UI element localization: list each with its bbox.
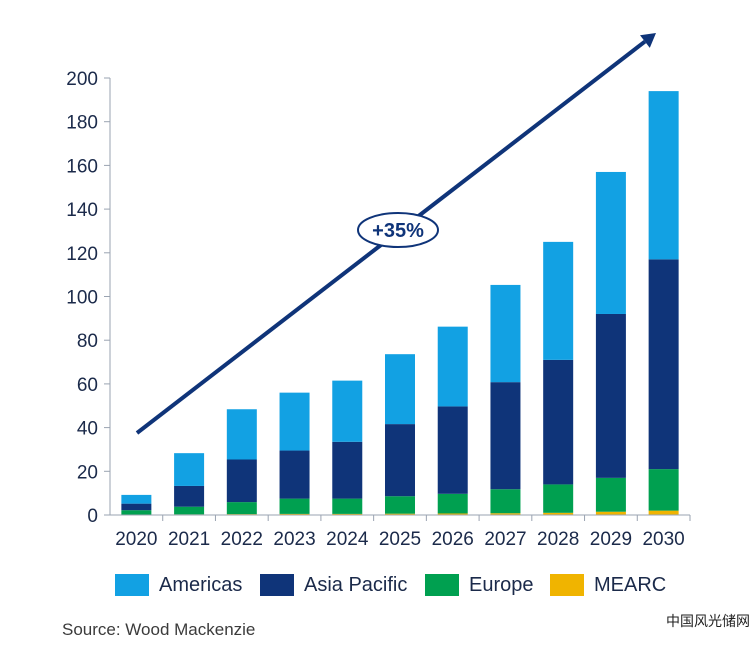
- bar-segment-europe: [174, 506, 205, 515]
- x-tick-label: 2020: [115, 529, 157, 550]
- legend-swatch: [425, 574, 459, 596]
- annotation-label: +35%: [372, 220, 424, 242]
- bar-segment-americas: [226, 409, 257, 460]
- bar-segment-europe: [385, 496, 415, 514]
- bar-segment-mearc: [648, 510, 679, 515]
- watermark: 中国风光储网: [666, 614, 750, 630]
- legend: Americas Asia Pacific Europe MEARC: [115, 570, 675, 600]
- bar-segment-europe: [648, 469, 679, 511]
- bar-segment-asia-pacific: [490, 382, 521, 490]
- bar-segment-mearc: [279, 513, 310, 515]
- bar-segment-asia-pacific: [385, 424, 415, 497]
- y-tick-label: 160: [66, 156, 98, 177]
- legend-swatch: [260, 574, 294, 596]
- bar-segment-americas: [174, 453, 205, 486]
- bar-segment-mearc: [385, 513, 415, 515]
- x-tick-label: 2025: [379, 529, 421, 550]
- bar-segment-asia-pacific: [648, 259, 679, 470]
- source-note: Source: Wood Mackenzie: [62, 620, 256, 639]
- bar-segment-asia-pacific: [332, 441, 363, 499]
- legend-label: Asia Pacific: [304, 573, 408, 596]
- bar-segment-europe: [543, 484, 574, 513]
- bar-segment-mearc: [490, 513, 521, 515]
- bar-segment-mearc: [595, 511, 626, 515]
- x-tick-label: 2023: [273, 529, 315, 550]
- y-tick-label: 180: [66, 113, 98, 134]
- bar-segment-mearc: [543, 512, 574, 515]
- x-tick-label: 2028: [537, 529, 579, 550]
- y-tick-label: 140: [66, 200, 98, 221]
- bar-segment-europe: [121, 510, 152, 515]
- x-tick-label: 2021: [168, 529, 210, 550]
- y-tick-label: 40: [77, 419, 98, 440]
- y-tick-label: 0: [87, 506, 98, 527]
- bar-segment-europe: [226, 502, 257, 515]
- bar-segment-mearc: [332, 513, 363, 515]
- bar-segment-asia-pacific: [121, 503, 152, 511]
- y-tick-label: 20: [77, 462, 98, 483]
- bar-segment-asia-pacific: [437, 406, 468, 494]
- bar-segment-americas: [543, 241, 574, 360]
- x-tick-label: 2030: [642, 529, 684, 550]
- legend-label: Americas: [159, 573, 243, 596]
- x-tick-label: 2027: [484, 529, 526, 550]
- legend-label: MEARC: [594, 573, 667, 596]
- legend-label: Europe: [469, 573, 534, 596]
- legend-item-europe: Europe: [425, 570, 534, 600]
- bar-segment-americas: [595, 171, 626, 314]
- bar-segment-mearc: [437, 513, 468, 515]
- legend-item-asia-pacific: Asia Pacific: [260, 570, 407, 600]
- y-tick-label: 80: [77, 331, 98, 352]
- legend-item-mearc: MEARC: [550, 570, 666, 600]
- bar-segment-americas: [332, 380, 363, 442]
- y-tick-label: 120: [66, 244, 98, 265]
- bar-segment-asia-pacific: [595, 313, 626, 478]
- bar-segment-europe: [490, 489, 521, 514]
- legend-swatch: [115, 574, 149, 596]
- bar-segment-americas: [279, 392, 310, 451]
- x-tick-label: 2029: [590, 529, 632, 550]
- bar-segment-europe: [279, 498, 310, 514]
- growth-arrow-head: [640, 33, 656, 48]
- legend-swatch: [550, 574, 584, 596]
- bar-segment-asia-pacific: [226, 459, 257, 503]
- x-tick-label: 2026: [432, 529, 474, 550]
- bar-segment-americas: [490, 284, 521, 383]
- x-tick-label: 2024: [326, 529, 369, 550]
- y-tick-label: 200: [66, 69, 98, 90]
- bar-segment-americas: [385, 354, 415, 425]
- bar-segment-asia-pacific: [279, 450, 310, 499]
- bar-segment-asia-pacific: [543, 359, 574, 485]
- bar-segment-europe: [437, 493, 468, 514]
- annotation-oval: [357, 212, 439, 248]
- y-tick-label: 60: [77, 375, 98, 396]
- bar-segment-europe: [332, 498, 363, 514]
- y-tick-label: 100: [66, 288, 98, 309]
- x-tick-label: 2022: [221, 529, 263, 550]
- bar-segment-asia-pacific: [174, 485, 205, 507]
- legend-item-americas: Americas: [115, 570, 242, 600]
- bar-segment-europe: [595, 477, 626, 512]
- bar-segment-americas: [121, 494, 152, 504]
- bar-segment-americas: [648, 91, 679, 260]
- bar-segment-americas: [437, 326, 468, 407]
